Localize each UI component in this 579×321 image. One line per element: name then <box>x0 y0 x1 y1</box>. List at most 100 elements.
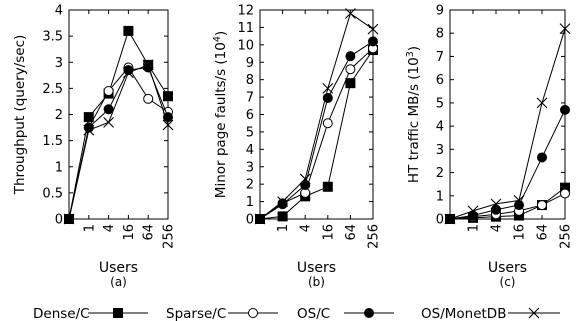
y-tick-label: 2.5 <box>42 82 63 97</box>
series-dense-c <box>64 25 173 224</box>
data-point <box>537 152 547 163</box>
data-point <box>560 104 570 115</box>
data-point <box>299 173 311 185</box>
legend: Dense/C Sparse/C OS/C OS/MonetDB <box>33 306 560 321</box>
data-point <box>345 78 356 89</box>
y-axis-label-end: ) <box>406 46 422 51</box>
y-tick-label: 11 <box>237 21 254 36</box>
y-tick-label: 4 <box>436 120 444 135</box>
y-tick-label: 3 <box>436 143 444 158</box>
y-axis-label-exponent: 3 <box>405 51 416 57</box>
x-tick-label: 256 <box>559 224 574 249</box>
legend-marker <box>364 308 374 318</box>
data-point <box>63 213 75 225</box>
data-point <box>322 82 334 94</box>
series-line <box>259 12 374 220</box>
y-tick-label: 3.5 <box>42 30 63 45</box>
data-point <box>467 205 479 217</box>
y-tick-label: 6 <box>436 73 444 88</box>
x-tick-label: 64 <box>344 224 359 241</box>
legend-label: OS/C <box>297 306 330 321</box>
y-tick-label: 0 <box>436 213 444 228</box>
x-axis-label: Users <box>99 260 138 276</box>
y-tick-label: 0 <box>246 213 254 228</box>
y-tick-label: 9 <box>246 56 254 71</box>
y-tick-label: 10 <box>237 38 254 53</box>
series-os-monetdb <box>254 8 379 225</box>
y-axis-label-text: HT traffic MB/s (10 <box>406 57 422 183</box>
legend-label: Dense/C <box>33 306 90 321</box>
series-line <box>68 29 169 220</box>
x-tick-label: 64 <box>536 224 551 241</box>
series-line <box>449 28 566 220</box>
series-os-c <box>445 104 570 224</box>
y-axis-label-exponent: 4 <box>212 36 223 42</box>
data-point <box>123 25 134 36</box>
y-axis-label-end: ) <box>213 31 229 36</box>
data-point <box>537 200 547 211</box>
data-point <box>300 180 311 191</box>
x-tick-label: 1 <box>467 224 482 232</box>
y-tick-label: 1 <box>436 189 444 204</box>
data-point <box>277 196 288 207</box>
y-tick-label: 1.5 <box>42 134 63 149</box>
panels: 00.511.522.533.541 4 16 64 256Users(a)Throug… <box>12 4 574 290</box>
x-tick-label: 256 <box>367 224 382 249</box>
y-tick-label: 8 <box>246 73 254 88</box>
y-tick-label: 1 <box>55 160 63 175</box>
series-line <box>68 64 169 220</box>
series-line <box>449 187 566 220</box>
y-tick-label: 8 <box>436 27 444 42</box>
y-tick-label: 3 <box>246 160 254 175</box>
y-tick-label: 2 <box>436 166 444 181</box>
y-tick-label: 7 <box>246 91 254 106</box>
y-axis-label-text: Minor page faults/s (10 <box>213 42 229 198</box>
legend-marker <box>113 308 123 318</box>
y-tick-label: 6 <box>246 108 254 123</box>
series-line <box>259 40 374 220</box>
y-axis-label: Minor page faults/s (104) <box>212 31 229 198</box>
data-point <box>103 116 114 128</box>
legend-label: OS/MonetDB <box>421 306 506 321</box>
x-tick-label: 64 <box>142 224 157 241</box>
data-point <box>163 91 173 102</box>
data-point <box>254 213 266 225</box>
data-point <box>345 51 356 62</box>
data-point <box>560 188 570 199</box>
data-point <box>444 213 456 225</box>
y-tick-label: 12 <box>237 4 254 19</box>
y-tick-label: 3 <box>55 56 63 71</box>
legend-marker <box>248 308 258 318</box>
y-axis-label: Throughput (query/sec) <box>12 35 28 196</box>
legend-item-dense-c: Dense/C <box>33 306 148 321</box>
data-point <box>491 204 501 215</box>
legend-marker <box>528 307 540 319</box>
x-axis-label: Users <box>297 260 336 276</box>
plot-frame <box>449 9 566 220</box>
y-tick-label: 2 <box>55 108 63 123</box>
y-axis-label-text: Throughput (query/sec) <box>12 35 28 196</box>
data-point <box>368 36 378 47</box>
x-tick-label: 4 <box>102 224 117 232</box>
series-line <box>449 193 566 220</box>
y-tick-label: 5 <box>436 96 444 111</box>
panel-a: 00.511.522.533.541 4 16 64 256Users(a)Throug… <box>12 4 177 290</box>
data-point <box>322 118 333 129</box>
data-point <box>83 124 95 136</box>
y-tick-label: 4 <box>55 4 63 19</box>
data-point <box>514 200 524 211</box>
legend-item-os-c: OS/C <box>297 306 394 321</box>
data-point <box>162 119 174 131</box>
data-point <box>367 23 379 35</box>
y-tick-label: 7 <box>436 50 444 65</box>
data-point <box>490 198 502 210</box>
data-point <box>559 23 571 34</box>
x-tick-label: 1 <box>276 224 291 232</box>
panel-caption: (c) <box>500 275 516 289</box>
x-tick-label: 1 <box>82 224 97 232</box>
y-tick-label: 0 <box>55 213 63 228</box>
x-tick-label: 16 <box>513 224 528 241</box>
y-tick-label: 1 <box>246 195 254 210</box>
